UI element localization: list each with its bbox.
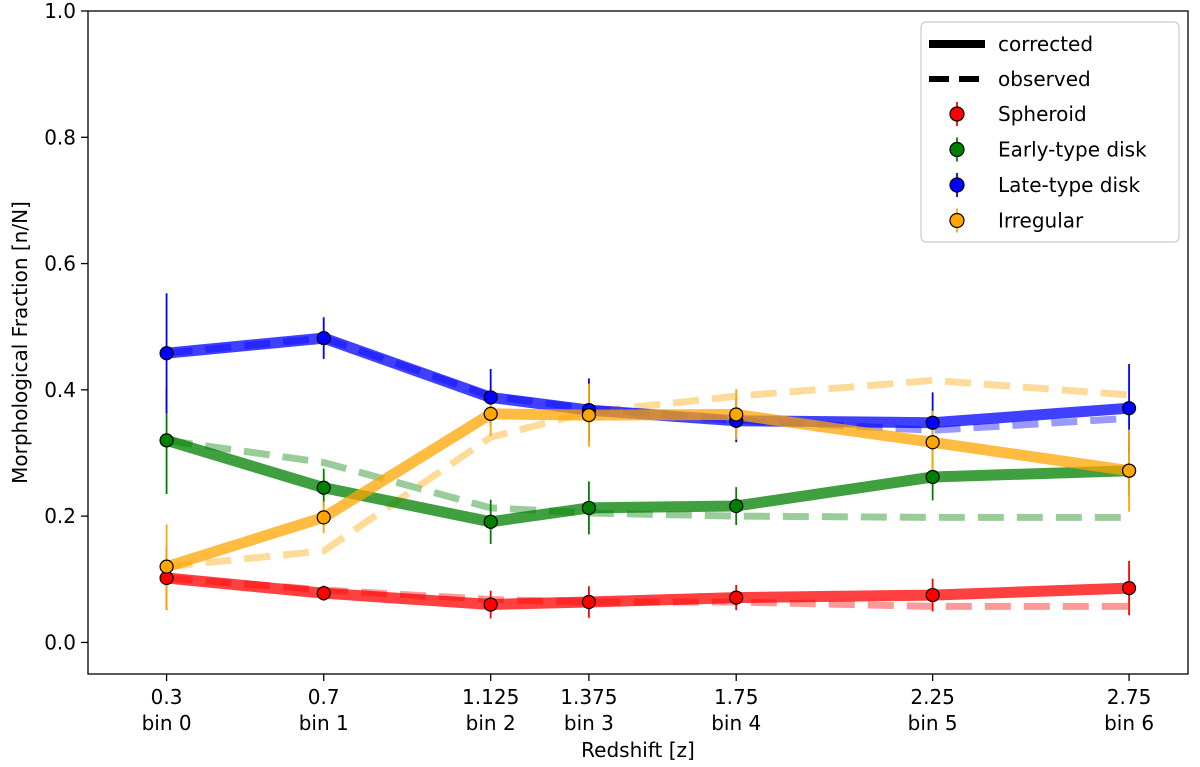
data-point-early-type-disk <box>483 514 498 529</box>
x-tick-label: 1.375 <box>560 685 617 709</box>
data-point-spheroid <box>316 586 331 601</box>
y-tick-label: 0.4 <box>44 378 76 402</box>
x-tick-label: 0.7 <box>308 685 340 709</box>
x-tick-label: 2.25 <box>910 685 955 709</box>
y-tick-label: 1.0 <box>44 0 76 23</box>
x-tick-sublabel: bin 5 <box>908 711 958 735</box>
data-point-irregular <box>925 435 940 450</box>
x-tick-sublabel: bin 4 <box>711 711 761 735</box>
legend-observed-label: observed <box>998 67 1091 91</box>
data-point-early-type-disk <box>316 480 331 495</box>
x-tick-sublabel: bin 0 <box>142 711 192 735</box>
data-point-early-type-disk <box>729 498 744 514</box>
legend-box <box>920 21 1180 243</box>
y-axis-label: Morphological Fraction [n/N] <box>8 201 32 484</box>
data-point-early-type-disk <box>925 469 940 485</box>
data-point-irregular <box>581 408 596 423</box>
data-point-late-type-disk <box>159 346 174 361</box>
y-tick-label: 0.2 <box>44 504 76 528</box>
x-tick-label: 2.75 <box>1107 685 1152 709</box>
data-point-spheroid <box>925 587 940 603</box>
data-point-spheroid <box>483 597 498 612</box>
legend-marker-irregular <box>949 212 965 229</box>
data-point-irregular <box>1121 463 1137 478</box>
x-tick-label: 1.75 <box>714 685 759 709</box>
x-tick-sublabel: bin 3 <box>564 711 614 735</box>
data-point-late-type-disk <box>316 330 331 346</box>
x-tick-sublabel: bin 1 <box>299 711 349 735</box>
data-point-irregular <box>316 510 331 525</box>
x-tick-sublabel: bin 2 <box>466 711 516 735</box>
corrected-line-spheroid <box>166 572 1130 610</box>
observed-line-irregular <box>166 376 1130 571</box>
legend-label-irregular: Irregular <box>998 209 1084 233</box>
legend-corrected-label: corrected <box>998 32 1093 56</box>
data-point-late-type-disk <box>1121 401 1137 416</box>
data-point-spheroid <box>581 594 596 610</box>
legend-marker-late-type-disk <box>949 177 965 193</box>
corrected-line-irregular <box>164 408 1130 572</box>
legend-marker-spheroid <box>949 106 965 122</box>
data-point-late-type-disk <box>925 415 940 430</box>
y-tick-label: 0.6 <box>44 252 76 276</box>
data-point-spheroid <box>1121 581 1137 596</box>
data-point-early-type-disk <box>159 433 174 448</box>
y-tick-label: 0.8 <box>44 125 76 149</box>
data-point-early-type-disk <box>581 500 596 516</box>
plot-frame <box>87 10 1189 675</box>
x-tick-label: 0.3 <box>151 685 183 709</box>
data-point-irregular <box>159 559 174 574</box>
legend-label-early-type-disk: Early-type disk <box>998 138 1147 162</box>
data-point-irregular <box>483 406 498 421</box>
legend-label-spheroid: Spheroid <box>998 102 1087 126</box>
data-point-irregular <box>729 407 744 422</box>
y-tick-label: 0.0 <box>44 630 76 654</box>
legend-marker-early-type-disk <box>949 141 965 158</box>
data-point-late-type-disk <box>483 390 498 405</box>
x-tick-label: 1.125 <box>462 685 519 709</box>
x-axis-label: Redshift [z] <box>581 738 695 762</box>
legend: corrected observed Spheroid Early-type disk… <box>920 21 1180 243</box>
data-point-spheroid <box>729 590 744 605</box>
legend-label-late-type-disk: Late-type disk <box>998 173 1140 197</box>
x-tick-sublabel: bin 6 <box>1104 711 1154 735</box>
